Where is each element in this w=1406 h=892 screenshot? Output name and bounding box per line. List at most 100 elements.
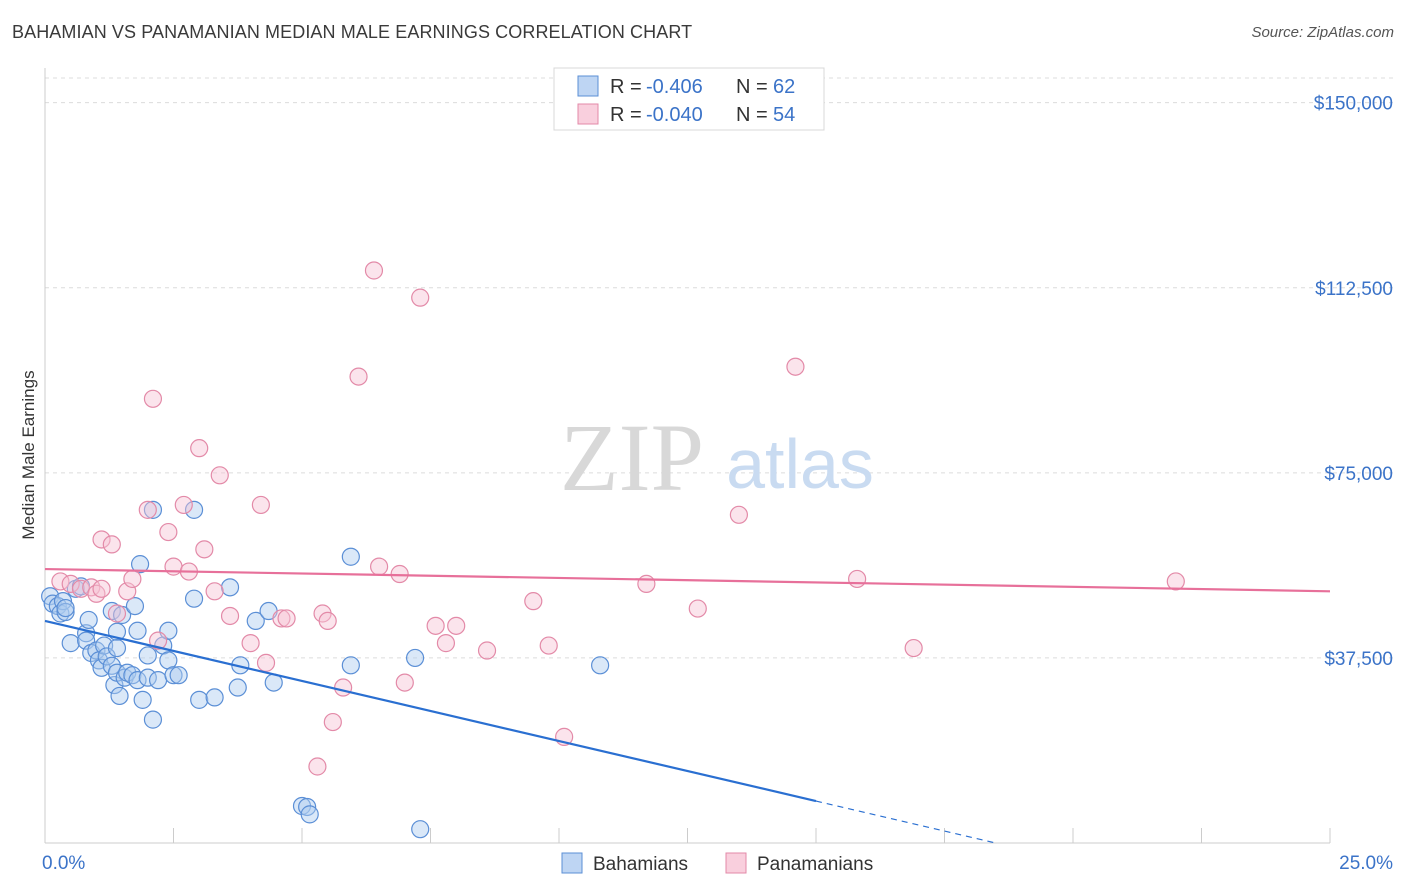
y-tick-label-0: $37,500 <box>1324 649 1393 670</box>
tick-labels: $37,500 $75,000 $112,500 $150,000 0.0% 25.0% <box>42 94 1393 874</box>
bottom-legend-swatch-1 <box>725 852 747 874</box>
panamanian-point-11 <box>138 500 157 519</box>
legend-n-label-1: N = <box>736 104 768 126</box>
panamanian-point-24 <box>251 495 270 515</box>
panamanian-point-50 <box>848 569 867 589</box>
panamanian-point-30 <box>318 611 337 631</box>
x-tick-label-0: 0.0% <box>42 853 85 874</box>
panamanian-point-43 <box>524 592 543 611</box>
bahamian-point-48 <box>205 688 224 707</box>
chart-title: BAHAMIAN VS PANAMANIAN MEDIAN MALE EARNI… <box>12 22 693 42</box>
data-points <box>41 261 1185 839</box>
panamanian-point-25 <box>256 653 276 672</box>
watermark-atlas: atlas <box>726 425 874 503</box>
bahamian-point-23 <box>107 638 127 658</box>
panamanian-point-41 <box>447 616 466 635</box>
panamanian-point-13 <box>148 631 168 650</box>
panamanian-point-22 <box>220 606 240 626</box>
bahamian-point-62 <box>591 656 610 675</box>
bottom-legend-label-1: Panamanians <box>757 854 873 875</box>
panamanian-point-7 <box>102 535 121 554</box>
x-tick-label-1: 25.0% <box>1339 853 1393 874</box>
bottom-legend-label-0: Bahamians <box>593 854 688 875</box>
panamanian-point-15 <box>164 557 183 576</box>
panamanian-point-35 <box>370 557 389 576</box>
panamanian-point-33 <box>349 367 368 386</box>
panamanian-point-21 <box>210 466 229 485</box>
bahamian-point-4 <box>53 592 73 611</box>
panamanian-point-26 <box>272 609 291 628</box>
legend-r-label-1: R = <box>610 104 642 126</box>
bahamian-point-60 <box>405 648 425 668</box>
bahamian-point-33 <box>130 555 150 574</box>
panamanian-point-8 <box>107 604 127 623</box>
bahamian-trend-line <box>44 619 817 803</box>
legend-r-label-0: R = <box>610 76 642 98</box>
bahamian-point-59 <box>341 656 360 675</box>
bahamian-point-7 <box>61 634 80 653</box>
y-tick-label-1: $75,000 <box>1324 464 1393 485</box>
panamanian-point-31 <box>323 712 342 732</box>
panamanian-point-39 <box>426 616 445 635</box>
panamanian-point-20 <box>205 582 224 601</box>
bahamian-point-57 <box>300 805 319 824</box>
bahamian-point-29 <box>123 666 142 685</box>
bahamian-point-31 <box>128 621 147 640</box>
legend-r-value-0: -0.406 <box>646 76 703 98</box>
bahamian-point-5 <box>56 602 75 622</box>
panamanian-point-16 <box>174 495 193 515</box>
panamanian-point-1 <box>61 574 80 593</box>
legend-n-label-0: N = <box>736 76 768 98</box>
legend-swatch-1 <box>577 103 599 125</box>
y-tick-label-3: $150,000 <box>1314 94 1393 115</box>
panamanian-point-23 <box>241 634 260 653</box>
y-tick-label-2: $112,500 <box>1315 279 1393 300</box>
panamanian-point-44 <box>539 636 558 655</box>
panamanian-point-34 <box>364 261 384 280</box>
bottom-legend: Bahamians Panamanians <box>561 852 873 875</box>
bahamian-point-56 <box>298 797 317 817</box>
panamanian-point-10 <box>123 569 142 589</box>
panamanian-point-48 <box>729 505 749 524</box>
bahamian-point-25 <box>110 686 129 706</box>
y-axis-title: Median Male Earnings <box>19 370 38 539</box>
source-credit: Source: ZipAtlas.com <box>1251 24 1394 41</box>
panamanian-point-6 <box>92 530 111 549</box>
bahamian-trend-extension <box>815 800 997 844</box>
legend-n-value-0: 62 <box>773 76 795 98</box>
bottom-legend-swatch-0 <box>561 852 583 874</box>
panamanian-point-38 <box>411 288 430 307</box>
bahamian-point-52 <box>246 611 265 631</box>
panamanian-point-32 <box>334 678 353 697</box>
panamanian-point-14 <box>159 522 178 542</box>
panamanian-point-28 <box>308 757 327 776</box>
watermark-zip: ZIP <box>560 404 704 511</box>
bahamian-point-50 <box>228 678 247 697</box>
bahamian-point-37 <box>143 500 163 519</box>
bahamian-point-45 <box>184 500 204 519</box>
bahamian-point-61 <box>411 820 430 839</box>
legend-r-value-1: -0.040 <box>646 104 703 126</box>
panamanian-point-27 <box>277 609 296 628</box>
panamanian-point-5 <box>92 579 111 598</box>
bahamian-point-34 <box>133 690 152 709</box>
gridlines <box>45 77 1393 659</box>
panamanian-point-40 <box>436 634 456 653</box>
panamanian-point-19 <box>195 540 214 559</box>
bahamian-point-38 <box>143 710 163 729</box>
panamanian-point-51 <box>904 638 923 658</box>
panamanian-point-46 <box>637 574 656 593</box>
legend: R = -0.406 N = 62 R = -0.040 N = 54 <box>553 67 825 131</box>
panamanian-point-12 <box>143 389 163 408</box>
bahamian-point-6 <box>56 598 75 618</box>
panamanian-point-42 <box>477 641 497 660</box>
bahamian-point-49 <box>220 578 240 597</box>
bahamian-point-35 <box>138 646 157 665</box>
watermark: ZIP atlas <box>560 404 874 511</box>
legend-n-value-1: 54 <box>773 104 795 126</box>
bahamian-point-47 <box>190 690 209 709</box>
axes <box>44 68 1331 844</box>
panamanian-point-18 <box>190 439 209 458</box>
trend-lines <box>44 567 1331 844</box>
